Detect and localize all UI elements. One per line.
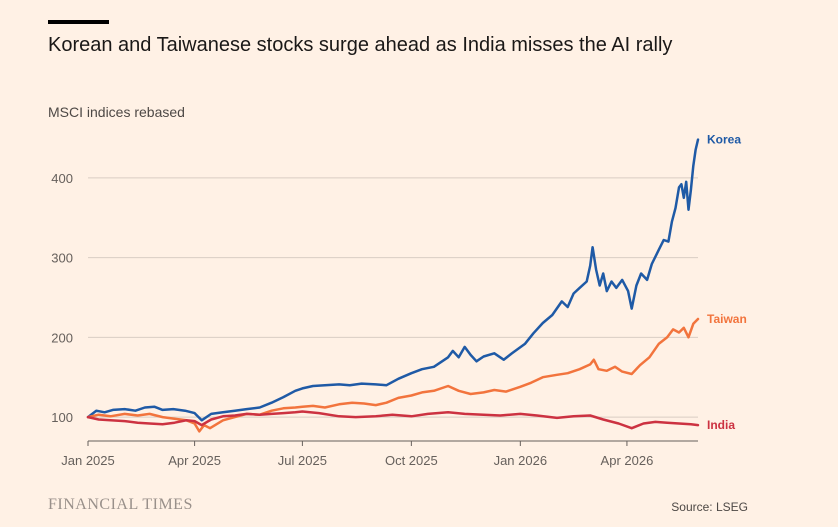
x-tick-label: Jul 2025 bbox=[278, 453, 327, 468]
y-tick-label: 100 bbox=[51, 410, 73, 425]
x-tick-label: Jan 2025 bbox=[61, 453, 115, 468]
series-line-india bbox=[86, 410, 700, 430]
y-tick-label: 300 bbox=[51, 251, 73, 266]
series-line-korea bbox=[86, 138, 700, 422]
series-label-korea: Korea bbox=[707, 133, 741, 147]
y-axis-caption: MSCI indices rebased bbox=[48, 104, 185, 120]
x-tick-label: Apr 2025 bbox=[168, 453, 221, 468]
x-tick-label: Jan 2026 bbox=[494, 453, 548, 468]
source-note: Source: LSEG bbox=[671, 500, 748, 514]
series-line-taiwan bbox=[86, 317, 700, 433]
y-tick-label: 200 bbox=[51, 330, 73, 345]
brand-wordmark: FINANCIAL TIMES bbox=[48, 496, 193, 513]
y-tick-label: 400 bbox=[51, 171, 73, 186]
x-tick-label: Apr 2026 bbox=[601, 453, 654, 468]
chart-title: Korean and Taiwanese stocks surge ahead … bbox=[48, 34, 673, 56]
x-tick-label: Oct 2025 bbox=[385, 453, 438, 468]
series-label-india: India bbox=[707, 418, 735, 432]
series-label-taiwan: Taiwan bbox=[707, 312, 747, 326]
top-accent-rule bbox=[48, 20, 109, 24]
